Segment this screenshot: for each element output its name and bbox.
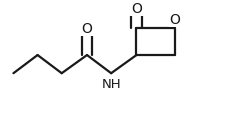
Text: O: O: [81, 22, 92, 35]
Text: O: O: [131, 2, 142, 16]
Text: NH: NH: [101, 78, 121, 91]
Text: O: O: [170, 13, 181, 26]
